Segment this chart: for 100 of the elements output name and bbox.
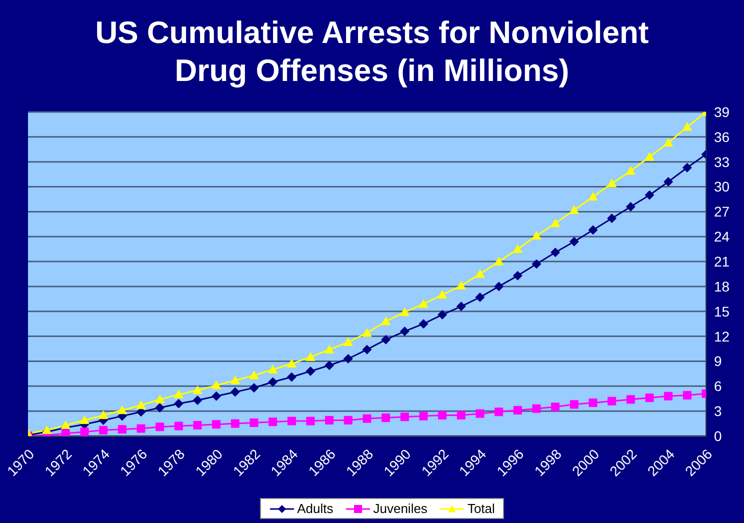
point bbox=[306, 366, 316, 376]
point bbox=[60, 420, 70, 430]
point bbox=[287, 416, 296, 426]
y-tick-label: 3 bbox=[714, 403, 722, 420]
point bbox=[381, 334, 391, 344]
y-tick-label: 9 bbox=[714, 353, 722, 370]
point bbox=[268, 364, 278, 374]
point bbox=[156, 422, 164, 432]
point bbox=[682, 162, 692, 172]
point bbox=[644, 190, 654, 200]
point bbox=[570, 400, 578, 409]
point bbox=[512, 244, 522, 253]
point bbox=[419, 412, 428, 420]
point bbox=[644, 152, 654, 161]
point bbox=[400, 412, 409, 422]
point bbox=[212, 420, 221, 429]
point bbox=[343, 337, 353, 346]
point bbox=[418, 299, 428, 308]
y-tick-label: 12 bbox=[714, 328, 730, 344]
point bbox=[61, 429, 70, 436]
point bbox=[532, 259, 542, 269]
point bbox=[306, 416, 315, 426]
point bbox=[456, 302, 466, 312]
y-tick-label: 36 bbox=[714, 128, 730, 145]
point bbox=[438, 310, 448, 320]
point bbox=[286, 372, 296, 382]
point bbox=[494, 408, 504, 416]
point bbox=[286, 358, 296, 368]
point bbox=[532, 231, 542, 240]
point bbox=[117, 405, 127, 414]
point bbox=[400, 326, 410, 336]
point bbox=[362, 344, 372, 354]
point bbox=[362, 414, 372, 423]
point bbox=[98, 410, 108, 420]
point bbox=[212, 380, 222, 390]
point bbox=[400, 307, 410, 316]
point bbox=[588, 398, 598, 408]
point bbox=[664, 138, 674, 147]
y-tick-label: 21 bbox=[714, 254, 730, 270]
point bbox=[249, 383, 259, 393]
point bbox=[324, 344, 334, 354]
point bbox=[174, 422, 183, 430]
point bbox=[550, 248, 560, 258]
point bbox=[645, 394, 654, 402]
point bbox=[268, 418, 278, 426]
point bbox=[682, 122, 692, 131]
point bbox=[325, 416, 334, 424]
point bbox=[230, 419, 240, 428]
point bbox=[626, 166, 636, 175]
point bbox=[155, 394, 165, 404]
y-tick-label: 30 bbox=[714, 178, 730, 195]
point bbox=[626, 395, 635, 404]
point bbox=[230, 376, 240, 384]
point bbox=[136, 424, 146, 433]
point bbox=[418, 319, 428, 329]
y-tick-label: 15 bbox=[714, 303, 730, 320]
point bbox=[192, 396, 202, 406]
point bbox=[155, 403, 165, 413]
point bbox=[306, 352, 316, 361]
point bbox=[512, 270, 522, 280]
legend-label: Juveniles bbox=[373, 501, 428, 516]
legend-label: Adults bbox=[297, 501, 334, 516]
y-tick-label: 24 bbox=[714, 228, 730, 245]
point bbox=[250, 418, 258, 427]
point bbox=[438, 290, 448, 299]
point bbox=[118, 425, 126, 434]
point bbox=[608, 396, 616, 406]
point bbox=[192, 386, 202, 394]
point bbox=[344, 416, 352, 424]
y-tick-label: 6 bbox=[714, 378, 722, 394]
point bbox=[626, 202, 636, 212]
point bbox=[682, 391, 692, 400]
y-tick-label: 18 bbox=[714, 278, 730, 294]
point bbox=[438, 410, 447, 420]
point bbox=[550, 218, 560, 228]
point bbox=[494, 282, 504, 292]
point bbox=[664, 177, 674, 187]
point bbox=[249, 370, 259, 380]
point bbox=[382, 413, 390, 422]
point bbox=[456, 410, 466, 420]
point bbox=[136, 407, 146, 417]
point bbox=[607, 214, 617, 224]
point bbox=[475, 269, 485, 278]
point bbox=[343, 354, 353, 364]
point bbox=[99, 426, 108, 434]
point bbox=[268, 377, 278, 387]
point bbox=[494, 256, 504, 266]
point bbox=[664, 392, 673, 400]
point bbox=[174, 390, 184, 398]
y-tick-label: 39 bbox=[714, 104, 730, 120]
point bbox=[456, 280, 466, 290]
point bbox=[381, 316, 391, 326]
y-tick-label: 27 bbox=[714, 204, 730, 220]
point bbox=[532, 404, 541, 413]
chart-title: US Cumulative Arrests for Nonviolent Drug Offenses (in Millions) bbox=[94, 14, 650, 90]
point bbox=[80, 415, 90, 424]
point bbox=[212, 391, 222, 401]
y-tick-label: 0 bbox=[714, 428, 722, 444]
point bbox=[569, 236, 579, 246]
point bbox=[80, 428, 89, 436]
